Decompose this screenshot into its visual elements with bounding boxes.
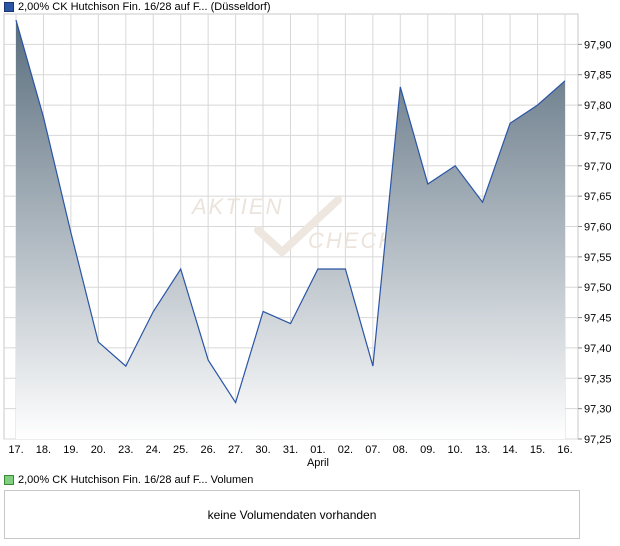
y-tick-label: 97,40 xyxy=(584,343,612,355)
x-tick-label: 08. xyxy=(393,444,408,456)
y-tick-label: 97,45 xyxy=(584,313,612,325)
price-legend-swatch xyxy=(4,2,14,12)
volume-legend-swatch xyxy=(4,475,14,485)
watermark-text: AKTIEN xyxy=(190,194,283,219)
x-tick-label: 25. xyxy=(173,444,188,456)
watermark-check-icon xyxy=(254,196,342,258)
x-tick-label: 01. xyxy=(310,444,325,456)
y-tick-label: 97,80 xyxy=(584,100,612,112)
y-tick-label: 97,85 xyxy=(584,70,612,82)
price-legend: 2,00% CK Hutchison Fin. 16/28 auf F... (… xyxy=(4,0,271,14)
volume-legend-label: 2,00% CK Hutchison Fin. 16/28 auf F... V… xyxy=(18,474,254,486)
y-tick-label: 97,50 xyxy=(584,282,612,294)
y-tick-label: 97,90 xyxy=(584,39,612,51)
x-tick-label: 20. xyxy=(91,444,106,456)
watermark-text: CHECK xyxy=(308,228,395,253)
x-tick-label: 31. xyxy=(283,444,298,456)
y-tick-label: 97,70 xyxy=(584,161,612,173)
month-label: April xyxy=(307,457,329,469)
price-legend-label: 2,00% CK Hutchison Fin. 16/28 auf F... (… xyxy=(18,1,271,13)
x-tick-label: 27. xyxy=(228,444,243,456)
x-tick-label: 07. xyxy=(365,444,380,456)
x-tick-label: 15. xyxy=(530,444,545,456)
price-area xyxy=(16,20,565,439)
volume-legend: 2,00% CK Hutchison Fin. 16/28 auf F... V… xyxy=(4,473,253,487)
y-tick-label: 97,30 xyxy=(584,404,612,416)
x-tick-label: 26. xyxy=(201,444,216,456)
volume-panel: keine Volumendaten vorhanden xyxy=(4,490,580,539)
y-tick-label: 97,75 xyxy=(584,130,612,142)
x-tick-label: 30. xyxy=(255,444,270,456)
x-tick-label: 17. xyxy=(8,444,23,456)
x-tick-label: 23. xyxy=(118,444,133,456)
x-tick-label: 10. xyxy=(448,444,463,456)
x-tick-label: 16. xyxy=(557,444,572,456)
x-tick-label: 02. xyxy=(338,444,353,456)
y-tick-label: 97,35 xyxy=(584,373,612,385)
x-tick-label: 19. xyxy=(63,444,78,456)
no-volume-message: keine Volumendaten vorhanden xyxy=(207,507,377,522)
x-tick-label: 09. xyxy=(420,444,435,456)
y-tick-label: 97,55 xyxy=(584,252,612,264)
x-tick-label: 13. xyxy=(475,444,490,456)
x-tick-label: 24. xyxy=(146,444,161,456)
y-tick-label: 97,25 xyxy=(584,434,612,446)
price-chart: 97,25 97,30 97,35 97,40 97,45 97,50 97,55 97,60… xyxy=(3,13,612,469)
y-tick-label: 97,60 xyxy=(584,222,612,234)
price-line xyxy=(15,19,566,405)
x-tick-label: 14. xyxy=(502,444,517,456)
y-tick-label: 97,65 xyxy=(584,191,612,203)
x-tick-label: 18. xyxy=(36,444,51,456)
